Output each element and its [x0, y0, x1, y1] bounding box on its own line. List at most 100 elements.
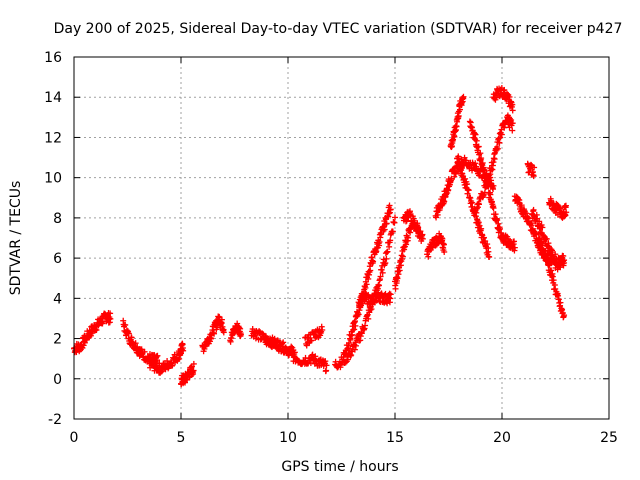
- x-tick-label: 0: [70, 430, 79, 446]
- data-point: [365, 315, 372, 322]
- data-point: [311, 329, 318, 336]
- data-point: [543, 252, 550, 259]
- data-point: [363, 281, 370, 288]
- data-point: [562, 202, 569, 209]
- y-tick-label: 14: [44, 90, 62, 106]
- data-point: [561, 312, 568, 319]
- data-point: [386, 210, 393, 217]
- data-point: [385, 213, 392, 220]
- data-point: [479, 159, 486, 166]
- data-point: [370, 258, 377, 265]
- data-point: [211, 330, 218, 337]
- y-tick-label: 10: [44, 171, 62, 187]
- data-point: [530, 206, 537, 213]
- data-point: [394, 275, 401, 282]
- data-point: [511, 238, 518, 245]
- data-point: [478, 225, 485, 232]
- grid-lines: [74, 57, 609, 419]
- data-point: [462, 175, 469, 182]
- data-point: [381, 226, 388, 233]
- data-point: [368, 306, 375, 313]
- data-point: [403, 241, 410, 248]
- data-point: [377, 273, 384, 280]
- data-point: [389, 228, 396, 235]
- x-tick-label: 10: [279, 430, 297, 446]
- data-point: [220, 329, 227, 336]
- data-point: [539, 224, 546, 231]
- data-point: [171, 351, 178, 358]
- data-point: [383, 220, 390, 227]
- data-point: [362, 284, 369, 291]
- data-point: [349, 331, 356, 338]
- data-point: [218, 316, 225, 323]
- data-point: [288, 343, 295, 350]
- data-point: [472, 160, 479, 167]
- data-point: [419, 235, 426, 242]
- data-point: [494, 145, 501, 152]
- data-point: [392, 285, 399, 292]
- plot-frame: [73, 56, 610, 420]
- data-point: [365, 275, 372, 282]
- data-point: [386, 202, 393, 209]
- x-axis-label: GPS time / hours: [281, 459, 398, 475]
- x-tick-label: 25: [600, 430, 618, 446]
- y-tick-label: 4: [53, 291, 62, 307]
- data-point: [495, 220, 502, 227]
- data-point: [518, 202, 525, 209]
- data-point: [530, 173, 537, 180]
- data-point: [506, 93, 513, 100]
- data-point: [180, 347, 187, 354]
- data-point: [498, 131, 505, 138]
- data-point: [492, 211, 499, 218]
- data-point: [472, 131, 479, 138]
- data-point: [549, 273, 556, 280]
- data-point: [455, 155, 462, 162]
- data-point: [540, 247, 547, 254]
- data-point: [488, 165, 495, 172]
- data-point: [464, 181, 471, 188]
- y-tick-label: 12: [44, 130, 62, 146]
- data-point: [563, 209, 570, 216]
- data-point: [132, 340, 139, 347]
- data-point: [352, 342, 359, 349]
- data-point: [536, 218, 543, 225]
- data-point: [490, 182, 497, 189]
- data-point: [386, 290, 393, 297]
- data-point: [128, 334, 135, 341]
- data-point: [491, 156, 498, 163]
- data-point: [395, 271, 402, 278]
- data-point: [460, 93, 467, 100]
- data-point: [303, 342, 310, 349]
- data-point: [362, 296, 369, 303]
- data-point: [561, 259, 568, 266]
- data-point: [434, 211, 441, 218]
- data-point: [496, 225, 503, 232]
- data-point: [376, 238, 383, 245]
- data-point: [387, 291, 394, 298]
- data-point: [358, 330, 365, 337]
- y-tick-label: -2: [48, 412, 62, 428]
- data-point: [228, 335, 235, 342]
- axis-ticks: 0 5 10 15 20 25 -2 0 2 4 6 8 10 12 14 16: [44, 50, 618, 446]
- data-point: [322, 358, 329, 365]
- data-point: [509, 107, 516, 114]
- data-point: [396, 267, 403, 274]
- chart-title: Day 200 of 2025, Sidereal Day-to-day VTE…: [54, 21, 623, 37]
- data-point: [275, 337, 282, 344]
- data-point: [562, 212, 569, 219]
- data-point: [351, 346, 358, 353]
- data-point: [509, 120, 516, 127]
- data-point: [387, 237, 394, 244]
- x-tick-label: 15: [386, 430, 404, 446]
- data-point: [475, 201, 482, 208]
- y-axis-label: SDTVAR / TECUs: [8, 181, 24, 296]
- data-point: [107, 315, 114, 322]
- data-point: [554, 201, 561, 208]
- data-point: [477, 150, 484, 157]
- data-point: [486, 253, 493, 260]
- data-point: [467, 195, 474, 202]
- y-tick-label: 16: [44, 50, 62, 66]
- data-point: [355, 311, 362, 318]
- data-point: [319, 326, 326, 333]
- data-point: [141, 348, 148, 355]
